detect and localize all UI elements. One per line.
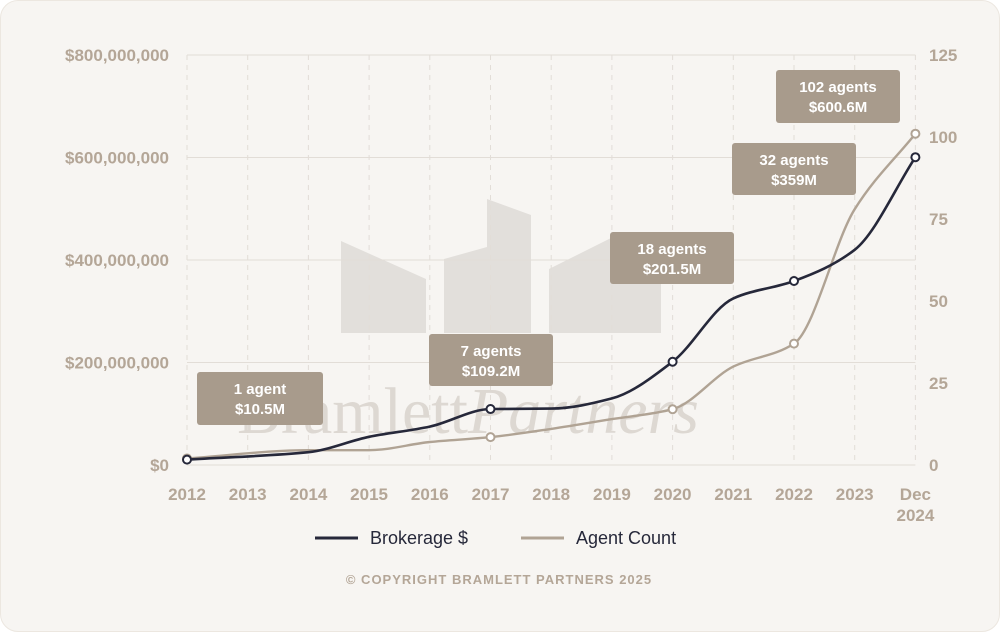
annotation-text: 18 agents [637,241,706,258]
x-tick-label: 2021 [714,485,752,504]
x-tick-label: Dec [900,485,931,504]
y-right-tick-label: 0 [929,456,938,475]
y-right-tick-label: 75 [929,210,948,229]
series [182,128,921,465]
y-right-tick-label: 50 [929,292,948,311]
annotations: 1 agent $10.5M 7 agents $109.2M 18 agents $20… [197,70,900,425]
x-tick-label: 2012 [168,485,206,504]
annotation-text: 32 agents [759,152,828,169]
x-tick-label: 2013 [229,485,267,504]
legend: Brokerage $ Agent Count [315,528,676,548]
annotation-box [197,372,323,425]
annotation-text: 7 agents [461,343,522,360]
annotation-callout: 1 agent $10.5M [197,372,323,425]
annotation-callout: 7 agents $109.2M [429,334,553,386]
annotation-box [732,143,856,195]
watermark-building-center [444,199,531,333]
data-point-agent-count [789,338,799,349]
data-point-brokerage [667,356,678,367]
annotation-text: $201.5M [643,261,701,278]
y-left-tick-label: $400,000,000 [65,251,169,270]
annotation-text: $359M [771,172,817,189]
annotation-text: $10.5M [235,401,285,418]
x-tick-label: 2014 [289,485,327,504]
annotation-box [429,334,553,386]
axes: $0 $200,000,000 $400,000,000 $600,000,000 $8… [65,46,957,525]
annotation-text: 102 agents [799,79,877,96]
annotation-box [610,232,734,284]
annotation-callout: 32 agents $359M [732,143,856,195]
annotation-box [776,70,900,123]
data-point-brokerage [485,404,496,415]
watermark-building-left [341,241,426,333]
data-point-agent-count [910,128,921,139]
data-point-brokerage [789,276,799,287]
x-tick-label: 2017 [472,485,510,504]
x-tick-label: 2023 [836,485,874,504]
x-tick-label: 2022 [775,485,813,504]
data-point-agent-count [485,432,496,443]
y-left-tick-label: $200,000,000 [65,354,169,373]
y-left-tick-label: $0 [150,456,169,475]
x-tick-label: 2016 [411,485,449,504]
x-tick-label: 2024 [896,506,934,525]
y-right-tick-label: 25 [929,374,948,393]
y-left-tick-label: $800,000,000 [65,46,169,65]
x-tick-label: 2019 [593,485,631,504]
annotation-text: $600.6M [809,99,867,116]
data-point-agent-count [667,404,678,415]
series-line-agent-count [185,132,917,460]
annotation-text: $109.2M [462,363,520,380]
data-point-brokerage [182,454,192,465]
copyright-text: © COPYRIGHT BRAMLETT PARTNERS 2025 [346,572,652,587]
y-right-tick-label: 125 [929,46,957,65]
x-tick-label: 2015 [350,485,388,504]
data-point-brokerage [910,152,921,163]
y-left-tick-label: $600,000,000 [65,149,169,168]
annotation-text: 1 agent [234,381,287,398]
legend-label-brokerage: Brokerage $ [370,528,468,548]
legend-label-agent-count: Agent Count [576,528,676,548]
y-right-tick-label: 100 [929,128,957,147]
annotation-callout: 102 agents $600.6M [776,70,900,123]
series-line-brokerage [185,155,917,461]
x-tick-label: 2018 [532,485,570,504]
annotation-callout: 18 agents $201.5M [610,232,734,284]
x-tick-label: 2020 [654,485,692,504]
